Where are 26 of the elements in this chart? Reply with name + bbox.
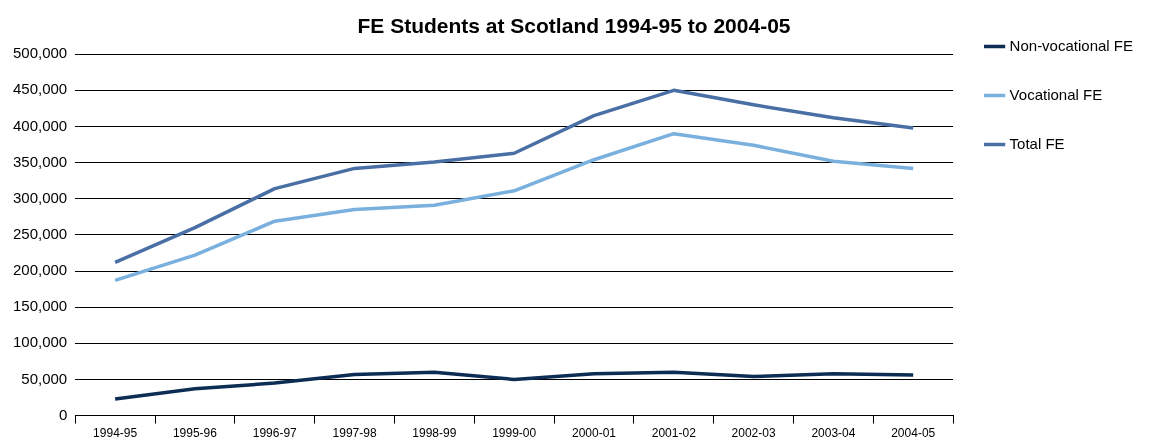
x-tick-label: 1998-99 <box>412 426 457 441</box>
y-tick-label: 0 <box>58 405 68 423</box>
x-tick-label: 1999-00 <box>492 426 537 441</box>
x-tick-label: 2001-02 <box>651 426 697 441</box>
x-tick-label: 1994-95 <box>93 426 138 441</box>
x-tick-label: 1997-98 <box>332 426 377 441</box>
y-tick-label: 500,000 <box>12 44 68 62</box>
y-tick-label: 450,000 <box>12 80 68 98</box>
chart-title: FE Students at Scotland 1994-95 to 2004-05 <box>357 14 791 38</box>
x-tick-label: 1995-96 <box>172 426 218 441</box>
y-tick-label: 250,000 <box>12 225 68 243</box>
y-tick-label: 350,000 <box>12 152 68 170</box>
x-tick-label: 2002-03 <box>731 426 776 441</box>
legend-label: Total FE <box>1009 134 1065 152</box>
x-tick-label: 2003-04 <box>811 426 856 441</box>
x-tick-label: 1996-97 <box>252 426 298 441</box>
legend-label: Non-vocational FE <box>1009 36 1134 54</box>
x-tick-label: 2004-05 <box>891 426 936 441</box>
y-tick-label: 300,000 <box>12 188 68 206</box>
x-tick-label: 2000-01 <box>571 426 617 441</box>
y-tick-label: 200,000 <box>12 261 68 279</box>
legend-label: Vocational FE <box>1009 85 1103 103</box>
y-tick-label: 150,000 <box>12 297 68 315</box>
y-tick-label: 400,000 <box>12 116 68 134</box>
y-tick-label: 50,000 <box>21 369 68 387</box>
y-tick-label: 100,000 <box>12 333 68 351</box>
